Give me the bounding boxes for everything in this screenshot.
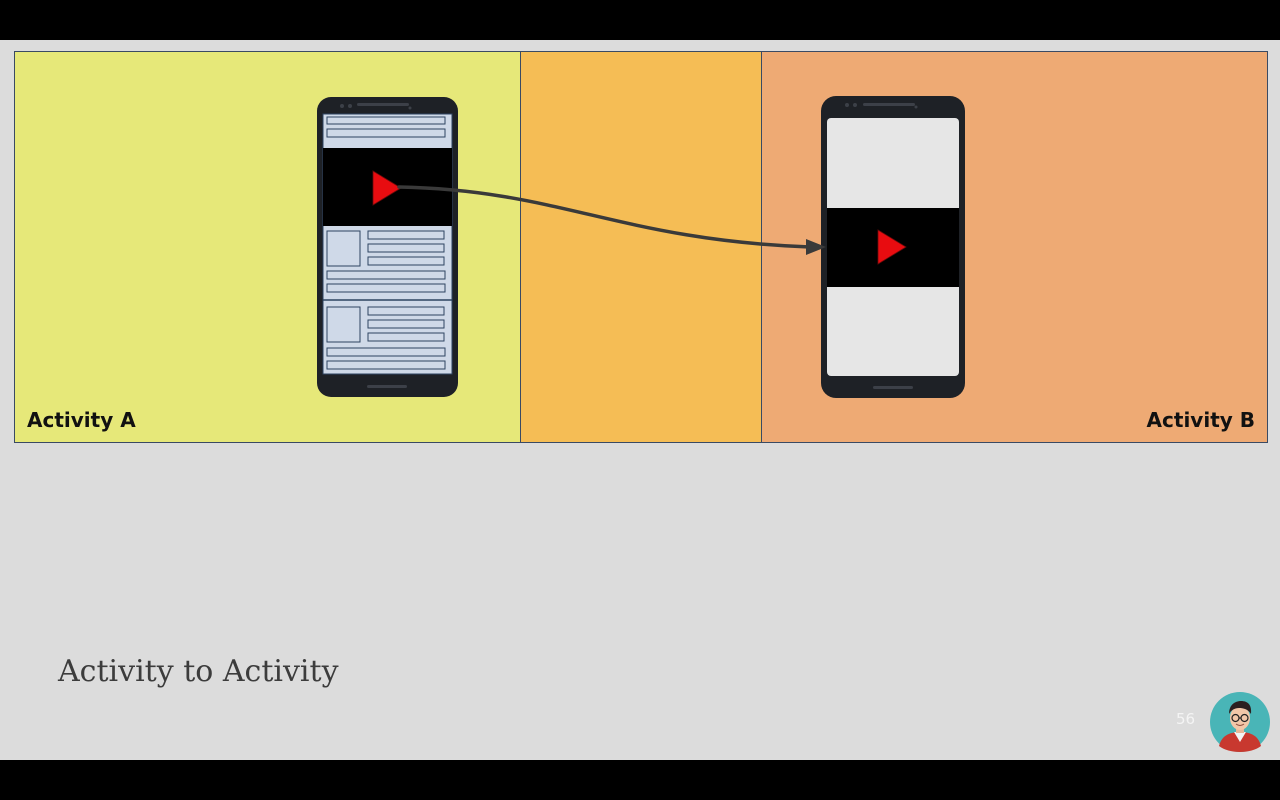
list-item (326, 360, 446, 370)
list-item (367, 243, 445, 253)
list-item (367, 256, 445, 266)
list-item-image (326, 306, 361, 343)
list-item (367, 230, 445, 240)
phone-b (821, 96, 965, 398)
presenter-avatar-icon (1210, 692, 1270, 752)
list-item (326, 283, 446, 293)
slide-title: Activity to Activity (58, 654, 339, 689)
slide: Activity A Activity B (0, 40, 1280, 760)
list-screen (322, 113, 453, 375)
play-icon (877, 229, 907, 265)
activity-a-label: Activity A (27, 408, 136, 432)
play-icon (372, 170, 402, 206)
transition-arrow (397, 185, 826, 255)
list-item (326, 347, 446, 357)
phone-a (317, 97, 458, 397)
list-item (367, 306, 445, 316)
page-number: 56 (1176, 710, 1196, 728)
list-item (326, 116, 446, 125)
activity-b-label: Activity B (1146, 408, 1255, 432)
list-item (326, 128, 446, 138)
list-item (326, 270, 446, 280)
video-player (827, 208, 959, 287)
list-item (367, 332, 445, 342)
list-item (367, 319, 445, 329)
list-item-image (326, 230, 361, 267)
transition-panel (520, 51, 762, 443)
